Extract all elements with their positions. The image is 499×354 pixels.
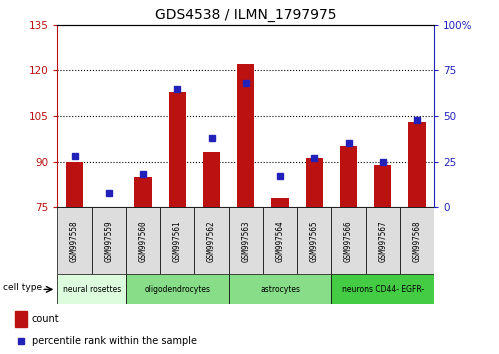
Bar: [134, 177, 152, 207]
Text: percentile rank within the sample: percentile rank within the sample: [31, 336, 197, 346]
Text: GSM997567: GSM997567: [378, 220, 387, 262]
Text: GSM997566: GSM997566: [344, 220, 353, 262]
FancyBboxPatch shape: [160, 207, 195, 274]
Text: count: count: [31, 314, 59, 324]
FancyBboxPatch shape: [263, 207, 297, 274]
Bar: [271, 198, 288, 207]
Text: neurons CD44- EGFR-: neurons CD44- EGFR-: [342, 285, 424, 294]
Bar: [66, 161, 83, 207]
FancyBboxPatch shape: [331, 274, 434, 304]
FancyBboxPatch shape: [229, 207, 263, 274]
Bar: [15, 311, 27, 327]
FancyBboxPatch shape: [57, 207, 92, 274]
FancyBboxPatch shape: [297, 207, 331, 274]
Bar: [374, 165, 391, 207]
FancyBboxPatch shape: [229, 274, 331, 304]
Text: GSM997562: GSM997562: [207, 220, 216, 262]
Text: GSM997568: GSM997568: [413, 220, 422, 262]
Text: oligodendrocytes: oligodendrocytes: [144, 285, 210, 294]
Text: GSM997564: GSM997564: [275, 220, 284, 262]
Text: GSM997558: GSM997558: [70, 220, 79, 262]
Bar: [409, 122, 426, 207]
Text: GSM997559: GSM997559: [104, 220, 113, 262]
Text: astrocytes: astrocytes: [260, 285, 300, 294]
Text: neural rosettes: neural rosettes: [62, 285, 121, 294]
Bar: [203, 152, 220, 207]
FancyBboxPatch shape: [366, 207, 400, 274]
Bar: [169, 92, 186, 207]
Bar: [237, 64, 254, 207]
FancyBboxPatch shape: [400, 207, 434, 274]
Bar: [340, 146, 357, 207]
Text: GSM997563: GSM997563: [241, 220, 250, 262]
Text: GSM997560: GSM997560: [139, 220, 148, 262]
FancyBboxPatch shape: [92, 207, 126, 274]
FancyBboxPatch shape: [126, 207, 160, 274]
FancyBboxPatch shape: [195, 207, 229, 274]
FancyBboxPatch shape: [126, 274, 229, 304]
Text: GSM997565: GSM997565: [310, 220, 319, 262]
Bar: [306, 159, 323, 207]
FancyBboxPatch shape: [331, 207, 366, 274]
FancyBboxPatch shape: [57, 274, 126, 304]
Text: GSM997561: GSM997561: [173, 220, 182, 262]
Text: cell type: cell type: [3, 284, 42, 292]
Title: GDS4538 / ILMN_1797975: GDS4538 / ILMN_1797975: [155, 8, 336, 22]
